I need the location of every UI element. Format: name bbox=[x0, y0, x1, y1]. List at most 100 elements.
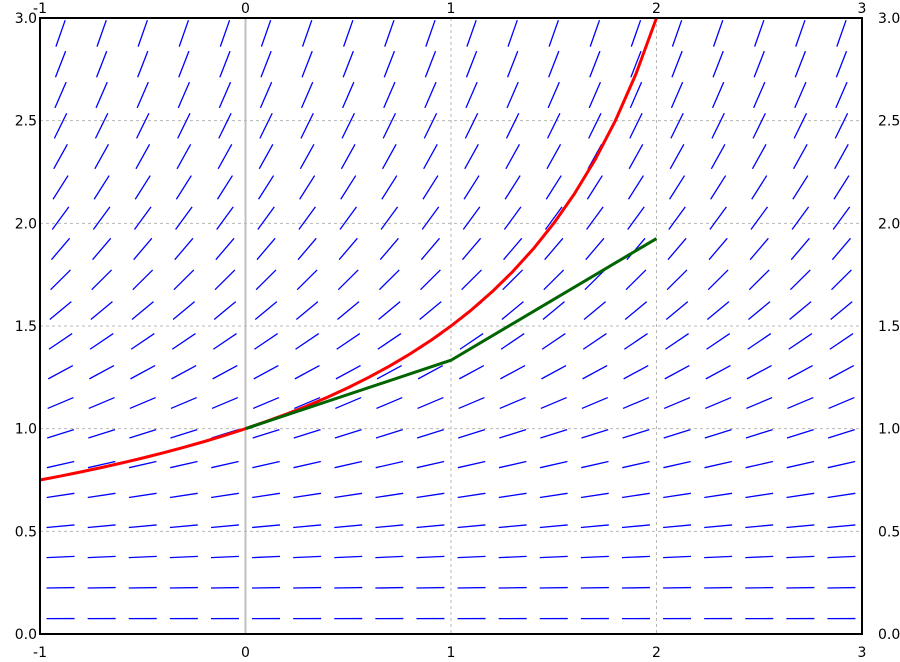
slope-segment bbox=[786, 460, 815, 469]
slope-segment bbox=[791, 206, 810, 230]
slope-segment bbox=[628, 144, 644, 170]
slope-segment bbox=[747, 333, 772, 350]
slope-segment bbox=[53, 112, 68, 139]
slope-segment bbox=[827, 524, 856, 529]
slope-segment bbox=[710, 144, 726, 170]
slope-segment bbox=[499, 396, 526, 410]
slope-segment bbox=[51, 206, 70, 230]
slope-segment bbox=[298, 206, 316, 230]
slope-segment bbox=[540, 396, 567, 410]
slope-segment bbox=[457, 492, 486, 499]
slope-segment bbox=[213, 301, 237, 321]
y-tick-label: 2.5 bbox=[15, 114, 37, 130]
slope-segment bbox=[539, 524, 568, 529]
slope-segment bbox=[252, 524, 281, 529]
slope-segment bbox=[707, 269, 729, 291]
slope-segment bbox=[704, 460, 732, 469]
slope-segment bbox=[580, 492, 609, 499]
slope-segment bbox=[133, 237, 153, 261]
slope-segment bbox=[751, 144, 767, 170]
slope-segment bbox=[252, 460, 280, 469]
slope-segment bbox=[504, 175, 521, 200]
slope-segment bbox=[786, 428, 814, 439]
slope-segment bbox=[136, 81, 149, 109]
slope-segment bbox=[379, 237, 399, 261]
slope-segment bbox=[422, 175, 439, 200]
slope-segment bbox=[711, 81, 725, 109]
slope-segment bbox=[622, 396, 650, 410]
slope-segment bbox=[540, 428, 568, 439]
slope-segment bbox=[668, 175, 686, 200]
slope-segment bbox=[217, 144, 233, 170]
slope-segment bbox=[257, 206, 275, 230]
slope-segment bbox=[832, 206, 851, 230]
slope-segment bbox=[174, 237, 194, 261]
slope-segment bbox=[585, 237, 605, 261]
slope-segment bbox=[416, 460, 445, 469]
slope-segment bbox=[589, 19, 601, 47]
slope-segment bbox=[506, 81, 519, 109]
slope-segment bbox=[417, 364, 444, 380]
slope-segment bbox=[704, 555, 733, 559]
slope-segment bbox=[47, 396, 74, 410]
slope-segment bbox=[786, 555, 815, 559]
slope-segment bbox=[257, 175, 275, 200]
slope-segment bbox=[746, 396, 773, 410]
slope-segment bbox=[666, 269, 688, 291]
slope-segment bbox=[835, 81, 848, 109]
slope-segment bbox=[178, 50, 190, 78]
slope-segment bbox=[210, 524, 239, 529]
slope-segment bbox=[580, 555, 609, 559]
slope-segment bbox=[704, 396, 732, 410]
lines bbox=[39, 17, 658, 482]
slope-segment bbox=[498, 460, 527, 469]
tick-labels: -1 -1 0 0 1 1 2 2 3 3 0.0 0.0 0.5 0.5 1.0 1.0 1.5 1.5 2.0 2… bbox=[15, 1, 900, 661]
slope-segment bbox=[458, 428, 486, 439]
slope-segment bbox=[708, 237, 728, 261]
x-tick-label: -1 bbox=[33, 645, 47, 661]
slope-segment bbox=[50, 269, 71, 291]
slope-segment bbox=[466, 19, 477, 47]
slope-segment bbox=[630, 50, 642, 78]
slope-segment bbox=[293, 428, 321, 439]
slope-segment bbox=[835, 50, 848, 78]
slope-segment bbox=[134, 175, 151, 200]
slope-segment bbox=[671, 19, 683, 47]
slope-segment bbox=[252, 555, 281, 559]
slope-segment bbox=[790, 237, 810, 261]
slope-segment bbox=[419, 301, 442, 321]
slope-segment bbox=[340, 144, 356, 170]
y-tick-label: 3.0 bbox=[15, 11, 37, 27]
slope-segment bbox=[49, 301, 72, 321]
y-tick-label: 2.0 bbox=[15, 216, 37, 232]
slope-segment bbox=[129, 428, 157, 439]
slope-segment bbox=[710, 175, 727, 200]
x-tick-label-top: 2 bbox=[652, 1, 661, 17]
slope-segment bbox=[377, 333, 402, 350]
slope-segment bbox=[582, 364, 608, 380]
slope-segment bbox=[663, 492, 691, 499]
slope-segment bbox=[340, 175, 357, 200]
slope-segment bbox=[580, 524, 609, 529]
slope-segment bbox=[584, 269, 606, 291]
slope-segment bbox=[299, 175, 316, 200]
x-tick-label-top: 3 bbox=[858, 1, 867, 17]
slope-segment bbox=[745, 428, 773, 439]
slope-segment bbox=[297, 237, 317, 261]
slope-segment bbox=[664, 364, 690, 380]
slope-segment bbox=[211, 396, 239, 410]
slope-segment bbox=[130, 364, 156, 380]
slope-segment bbox=[170, 396, 198, 410]
slope-segment bbox=[706, 333, 731, 350]
slope-segment bbox=[301, 19, 313, 47]
slope-segment bbox=[663, 555, 692, 559]
slope-segment bbox=[754, 19, 765, 47]
slope-segment bbox=[425, 19, 436, 47]
slope-segment bbox=[458, 396, 485, 410]
slope-segment bbox=[501, 301, 524, 321]
y-tick-label-right: 2.5 bbox=[878, 114, 900, 130]
slope-field bbox=[46, 19, 856, 620]
slope-segment bbox=[705, 364, 731, 380]
slope-segment bbox=[542, 301, 565, 321]
slope-segment bbox=[176, 144, 192, 170]
